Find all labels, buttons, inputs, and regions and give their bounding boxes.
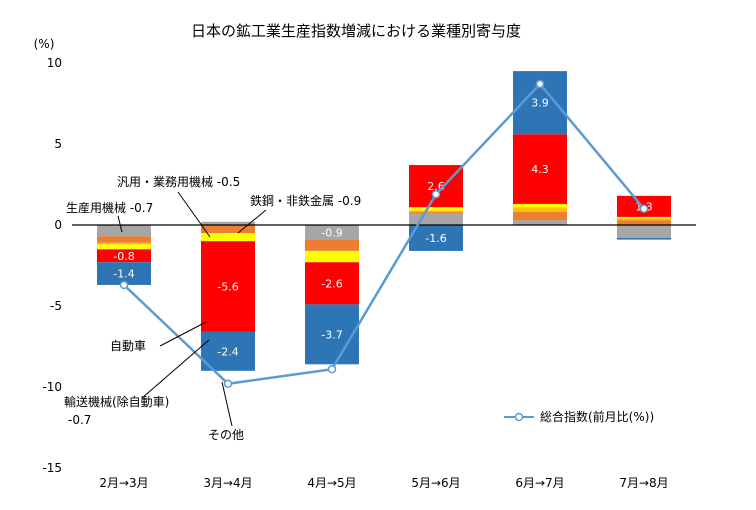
bar-segment (513, 134, 567, 204)
bar-segment (97, 262, 151, 285)
bar-segment (513, 203, 567, 208)
total-index-point (327, 364, 337, 374)
annotation-leader (159, 321, 207, 347)
total-index-point (535, 79, 545, 89)
legend: 総合指数(前月比(%)) (504, 409, 654, 424)
bar-data-label: 3.9 (531, 97, 549, 110)
annotation-label: 自動車 (110, 339, 146, 353)
annotations: 生産用機械 -0.7 汎用・業務用機械 -0.5 鉄鋼・非鉄金属 -0.9 自動車輸送… (64, 174, 361, 442)
bar-segment (409, 165, 463, 208)
bar-segment (305, 225, 359, 240)
bar-data-label: -2.6 (321, 277, 342, 290)
annotation-label: -0.7 (68, 413, 91, 427)
bar-segment (513, 220, 567, 225)
bar-segment (201, 225, 255, 234)
x-tick-label: 5月→6月 (411, 476, 460, 490)
x-axis-ticks: 2月→3月 3月→4月 4月→5月 5月→6月 6月→7月 7月→8月 (99, 476, 668, 490)
y-tick-label: 10 (47, 56, 62, 70)
total-index-polyline (123, 82, 645, 386)
bar-segment (409, 212, 463, 214)
bar-segment (513, 212, 567, 221)
annotation-leader (141, 339, 210, 399)
legend-label: 総合指数(前月比(%)) (540, 409, 654, 424)
bar-segment (201, 241, 255, 332)
x-tick-label: 4月→5月 (307, 476, 356, 490)
annotation-label: 鉄鋼・非鉄金属 -0.9 (250, 193, 361, 208)
total-index-point (119, 280, 129, 290)
annotation-label: 輸送機械(除自動車) (64, 394, 169, 409)
annotation-label: その他 (208, 428, 244, 442)
bar-data-labels: -0.8-1.4-5.6-2.4-0.9-2.6-3.72.6-1.64.33.… (113, 97, 652, 359)
legend-marker-swatch (514, 412, 524, 422)
y-axis-ticks: 10 5 0 -5 -10 -15 (42, 56, 62, 475)
bar-segment (305, 250, 359, 263)
bar-segment (305, 304, 359, 365)
bar-segment (305, 239, 359, 251)
total-index-point (639, 204, 649, 214)
total-index-line (119, 79, 649, 389)
bar-segment (201, 233, 255, 242)
bar-segment (617, 225, 671, 238)
bar-segment (97, 236, 151, 243)
bar-data-label: -1.6 (425, 232, 446, 245)
chart-title: 日本の鉱工業生産指数増減における業種別寄与度 (191, 22, 521, 40)
bar-data-label: -0.8 (113, 250, 134, 263)
bar-data-label: -1.4 (113, 268, 134, 281)
stacked-bars (97, 71, 671, 371)
y-tick-label: -15 (42, 461, 62, 475)
bar-segment (201, 221, 255, 225)
bar-data-label: -3.7 (321, 328, 342, 341)
bar-segment (97, 249, 151, 263)
bar-data-label: -0.9 (321, 226, 342, 239)
bar-data-label: -5.6 (217, 281, 238, 294)
x-tick-label: 7月→8月 (619, 476, 668, 490)
x-tick-label: 2月→3月 (99, 476, 148, 490)
annotation-leader (237, 209, 267, 234)
y-tick-label: -10 (42, 380, 62, 394)
annotation-leader (221, 381, 233, 427)
bar-segment (97, 244, 151, 250)
bar-segment (409, 207, 463, 211)
bar-segment (617, 220, 671, 225)
bar-segment (513, 207, 567, 213)
annotation-leader (177, 191, 211, 238)
bar-data-label: 4.3 (531, 163, 549, 176)
y-tick-label: 5 (54, 137, 62, 151)
bar-segment (97, 225, 151, 237)
bar-segment (409, 225, 463, 251)
bar-segment (617, 218, 671, 221)
x-tick-label: 6月→7月 (515, 476, 564, 490)
bar-segment (617, 216, 671, 219)
bar-segment (305, 262, 359, 305)
annotation-label: 汎用・業務用機械 -0.5 (117, 174, 240, 189)
total-index-point (223, 379, 233, 389)
x-tick-label: 3月→4月 (203, 476, 252, 490)
bar-segment (617, 237, 671, 240)
bar-segment (409, 210, 463, 213)
y-axis-unit: (%) (34, 37, 55, 51)
bar-data-label: -2.4 (217, 345, 238, 358)
bar-segment (201, 331, 255, 371)
y-tick-label: 0 (54, 218, 62, 232)
y-tick-label: -5 (50, 299, 62, 313)
bar-segment (409, 213, 463, 225)
total-index-point (431, 189, 441, 199)
annotation-label: 生産用機械 -0.7 (66, 200, 153, 215)
annotation-leader (117, 215, 123, 233)
bar-segment (97, 242, 151, 245)
